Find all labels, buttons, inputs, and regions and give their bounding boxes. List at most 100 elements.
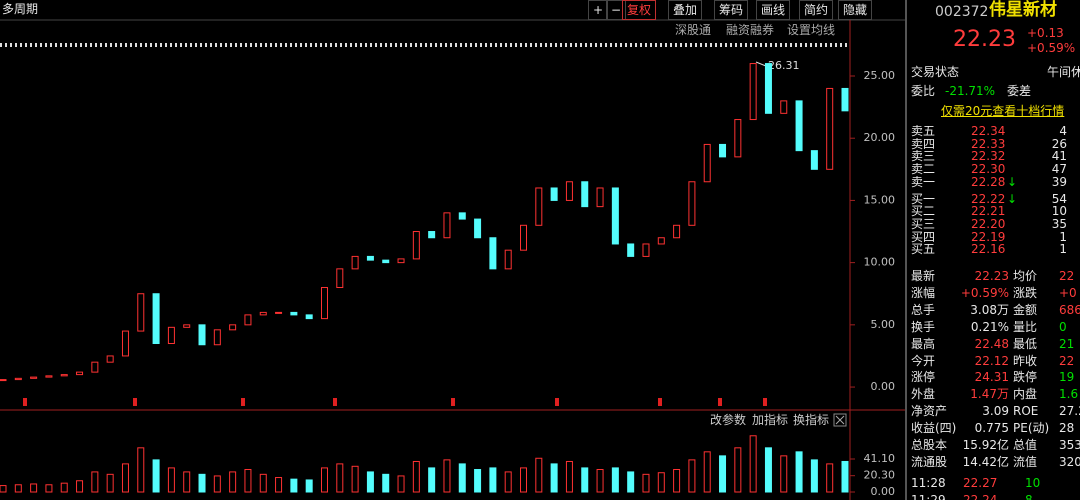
volume-bar: [305, 479, 313, 493]
toolbar-button[interactable]: 筹码: [714, 0, 749, 20]
indicator-tab[interactable]: 换指标: [793, 413, 830, 427]
volume-bar: [320, 467, 328, 493]
volume-bar: [703, 451, 711, 493]
volume-bar: [474, 469, 482, 493]
volume-bar: [336, 463, 344, 493]
book-price: 22.20: [971, 216, 1006, 231]
volume-bar: [581, 467, 589, 493]
candle: [167, 326, 175, 345]
stat-label: 内盘: [1013, 387, 1038, 402]
volume-bar: [366, 471, 374, 493]
tick-volume: 10: [1025, 476, 1041, 490]
stat-value: 3.08万: [970, 302, 1009, 317]
candle: [627, 243, 635, 257]
y-tick-label: 5.00: [871, 318, 896, 331]
stat-value: 14.42亿: [962, 454, 1009, 469]
book-price: 22.34: [971, 124, 1006, 138]
zoom-button[interactable]: −: [606, 0, 627, 20]
stat-value: 24.31: [974, 370, 1009, 385]
volume-bar: [213, 475, 221, 493]
stat-value: 22.12: [974, 353, 1009, 368]
candle: [366, 255, 374, 261]
stat-value: 19: [1059, 370, 1075, 385]
zoom-button[interactable]: +: [588, 0, 609, 20]
candle: [275, 311, 283, 314]
ratio-value: -21.71%: [945, 84, 996, 98]
candle: [443, 212, 451, 239]
candle: [841, 87, 849, 112]
stat-value: 28: [1059, 421, 1075, 436]
stat-value: 22.48: [974, 336, 1009, 351]
toolbar-button[interactable]: 简约: [799, 0, 834, 20]
candle: [810, 150, 818, 170]
candle: [764, 63, 772, 114]
book-price: 22.22: [971, 191, 1006, 206]
volume-bar: [550, 463, 558, 493]
candle: [60, 374, 68, 377]
book-volume: 4: [1059, 124, 1067, 138]
tick-price: 22.27: [963, 476, 998, 490]
stat-value: 6860: [1059, 302, 1080, 317]
stat-value: 21: [1059, 336, 1075, 351]
close-indicator[interactable]: [833, 413, 847, 427]
volume-bar: [428, 467, 436, 493]
toolbar-button[interactable]: 隐藏: [838, 0, 873, 20]
volume-bar: [489, 467, 497, 493]
candle: [795, 100, 803, 152]
volume-bar: [841, 460, 849, 493]
candle: [657, 237, 665, 245]
stat-label: 跌停: [1013, 370, 1038, 385]
book-volume: 26: [1051, 136, 1067, 151]
stat-label: 换手: [911, 319, 936, 334]
candle: [244, 314, 252, 326]
candle: [458, 212, 466, 220]
candle: [412, 231, 420, 260]
promo-link[interactable]: 仅需20元查看十档行情: [941, 104, 1065, 118]
indicator-tab[interactable]: 加指标: [752, 413, 789, 427]
book-label: 卖二: [911, 162, 936, 177]
stat-label: 收益(四): [911, 421, 957, 436]
volume-bar: [152, 459, 160, 493]
volume-bar: [137, 447, 145, 493]
stat-value: 3.09: [982, 404, 1009, 419]
toolbar-button[interactable]: 画线: [756, 0, 791, 20]
close-icon: [835, 415, 845, 425]
book-price: 22.19: [971, 229, 1006, 244]
book-label: 卖四: [911, 136, 936, 151]
indicator-tab[interactable]: 改参数: [710, 413, 747, 427]
book-label: 卖三: [911, 149, 936, 164]
stat-label: 金额: [1013, 302, 1038, 317]
candle: [397, 258, 405, 264]
volume-bar: [565, 460, 573, 493]
book-label: 卖五: [911, 124, 936, 138]
chart-area: 26.31 0.00 5.00 10.00 15.00 20.00 25.00 0.00 20…: [0, 19, 905, 500]
chart-tab[interactable]: 融资融券: [726, 23, 775, 37]
y-tick-label: 20.30: [864, 469, 896, 482]
book-volume: 39: [1051, 174, 1067, 189]
volume-bar: [198, 473, 206, 493]
chart-tab[interactable]: 深股通: [675, 23, 712, 37]
status-value: 午间休: [1047, 65, 1080, 79]
book-flag: ↓: [1007, 191, 1018, 206]
stat-value: 22: [1059, 353, 1075, 368]
candle: [121, 330, 129, 357]
volume-bar: [795, 451, 803, 493]
chart-tab[interactable]: 设置均线: [787, 23, 836, 37]
volume-bar: [382, 473, 390, 493]
last-price: 22.23: [953, 27, 1016, 52]
period-button[interactable]: 多周期: [2, 2, 39, 16]
candle: [305, 314, 313, 320]
stat-value: 1.47万: [970, 387, 1009, 402]
stat-value: 353.9: [1059, 438, 1080, 452]
toolbar-button[interactable]: 复权: [622, 0, 657, 20]
toolbar-button[interactable]: 叠加: [668, 0, 703, 20]
book-price: 22.21: [971, 204, 1006, 219]
volume-bar: [642, 473, 650, 493]
volume-bar: [275, 477, 283, 493]
volume-bar: [76, 480, 84, 493]
candle: [137, 293, 145, 332]
stat-value: 0.21%: [970, 319, 1009, 334]
book-price: 22.16: [971, 242, 1006, 257]
candle: [550, 187, 558, 201]
